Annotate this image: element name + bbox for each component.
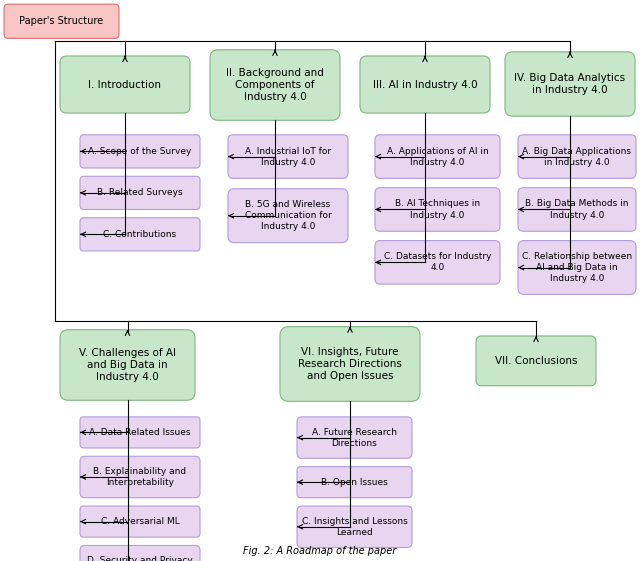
Text: C. Datasets for Industry
4.0: C. Datasets for Industry 4.0 [384, 252, 492, 273]
FancyBboxPatch shape [210, 50, 340, 120]
Text: B. Related Surveys: B. Related Surveys [97, 188, 183, 197]
FancyBboxPatch shape [280, 327, 420, 401]
FancyBboxPatch shape [4, 4, 119, 38]
Text: C. Contributions: C. Contributions [104, 230, 177, 239]
Text: Paper's Structure: Paper's Structure [19, 16, 104, 26]
Text: C. Relationship between
AI and Big Data in
Industry 4.0: C. Relationship between AI and Big Data … [522, 252, 632, 283]
Text: D. Security and Privacy
in Industry 4.0: D. Security and Privacy in Industry 4.0 [87, 556, 193, 561]
FancyBboxPatch shape [297, 417, 412, 458]
FancyBboxPatch shape [375, 188, 500, 231]
FancyBboxPatch shape [80, 417, 200, 448]
FancyBboxPatch shape [297, 467, 412, 498]
FancyBboxPatch shape [360, 56, 490, 113]
Text: A. Applications of AI in
Industry 4.0: A. Applications of AI in Industry 4.0 [387, 146, 488, 167]
FancyBboxPatch shape [80, 545, 200, 561]
Text: Fig. 2: A Roadmap of the paper: Fig. 2: A Roadmap of the paper [243, 546, 397, 556]
Text: B. 5G and Wireless
Communication for
Industry 4.0: B. 5G and Wireless Communication for Ind… [244, 200, 332, 231]
FancyBboxPatch shape [80, 135, 200, 168]
Text: C. Adversarial ML: C. Adversarial ML [100, 517, 179, 526]
Text: B. AI Techniques in
Industry 4.0: B. AI Techniques in Industry 4.0 [395, 199, 480, 219]
FancyBboxPatch shape [80, 506, 200, 537]
Text: II. Background and
Components of
Industry 4.0: II. Background and Components of Industr… [226, 68, 324, 103]
FancyBboxPatch shape [297, 506, 412, 548]
Text: IV. Big Data Analytics
in Industry 4.0: IV. Big Data Analytics in Industry 4.0 [515, 73, 625, 95]
FancyBboxPatch shape [60, 56, 190, 113]
Text: III. AI in Industry 4.0: III. AI in Industry 4.0 [372, 80, 477, 90]
Text: VI. Insights, Future
Research Directions
and Open Issues: VI. Insights, Future Research Directions… [298, 347, 402, 381]
Text: C. Insights and Lessons
Learned: C. Insights and Lessons Learned [301, 517, 408, 537]
Text: I. Introduction: I. Introduction [88, 80, 161, 90]
Text: A. Industrial IoT for
Industry 4.0: A. Industrial IoT for Industry 4.0 [245, 146, 331, 167]
FancyBboxPatch shape [518, 135, 636, 178]
FancyBboxPatch shape [375, 135, 500, 178]
FancyBboxPatch shape [80, 218, 200, 251]
FancyBboxPatch shape [375, 241, 500, 284]
FancyBboxPatch shape [80, 176, 200, 209]
FancyBboxPatch shape [228, 135, 348, 178]
FancyBboxPatch shape [518, 241, 636, 295]
Text: B. Big Data Methods in
Industry 4.0: B. Big Data Methods in Industry 4.0 [525, 199, 628, 219]
Text: A. Data Related Issues: A. Data Related Issues [89, 428, 191, 437]
Text: VII. Conclusions: VII. Conclusions [495, 356, 577, 366]
Text: A. Scope of the Survey: A. Scope of the Survey [88, 147, 192, 156]
Text: A. Future Research
Directions: A. Future Research Directions [312, 427, 397, 448]
Text: V. Challenges of AI
and Big Data in
Industry 4.0: V. Challenges of AI and Big Data in Indu… [79, 348, 176, 383]
FancyBboxPatch shape [476, 336, 596, 386]
FancyBboxPatch shape [228, 188, 348, 243]
Text: A. Big Data Applications
in Industry 4.0: A. Big Data Applications in Industry 4.0 [522, 146, 632, 167]
Text: B. Explainability and
Interpretability: B. Explainability and Interpretability [93, 467, 187, 487]
FancyBboxPatch shape [60, 330, 195, 400]
FancyBboxPatch shape [505, 52, 635, 116]
FancyBboxPatch shape [80, 456, 200, 498]
Text: B. Open Issues: B. Open Issues [321, 477, 388, 487]
FancyBboxPatch shape [518, 188, 636, 231]
